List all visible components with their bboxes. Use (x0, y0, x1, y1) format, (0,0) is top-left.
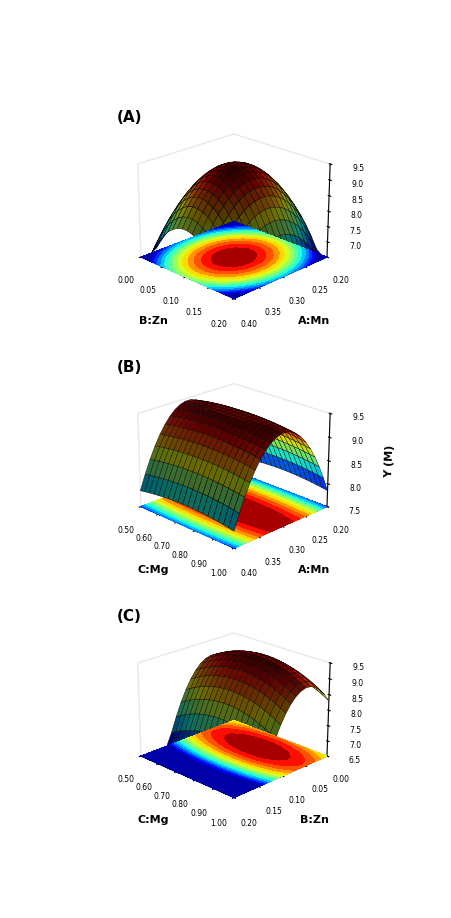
X-axis label: C:Mg: C:Mg (138, 565, 169, 576)
Y-axis label: A:Mn: A:Mn (299, 316, 331, 326)
Y-axis label: A:Mn: A:Mn (299, 565, 331, 576)
Text: (C): (C) (117, 610, 142, 624)
Y-axis label: B:Zn: B:Zn (300, 814, 329, 824)
Text: (B): (B) (117, 360, 142, 375)
Text: (A): (A) (117, 110, 143, 125)
X-axis label: B:Zn: B:Zn (139, 316, 168, 326)
X-axis label: C:Mg: C:Mg (138, 814, 169, 824)
